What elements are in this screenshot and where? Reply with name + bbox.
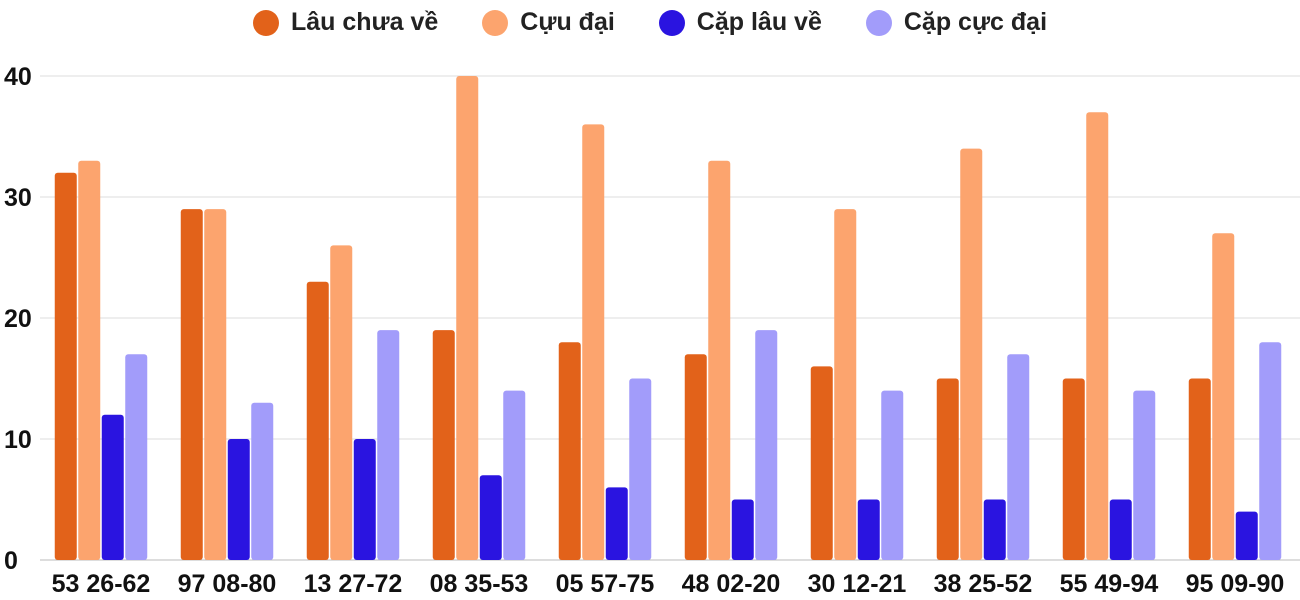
bar-3-7: [1007, 354, 1030, 560]
bar-3-3: [503, 390, 526, 560]
bar-0-1: [180, 209, 203, 560]
x-tick-label-3: 08 35-53: [430, 570, 529, 598]
x-tick-label-8: 55 49-94: [1060, 570, 1159, 598]
bar-0-6: [810, 366, 833, 560]
legend-swatch-2: [658, 9, 685, 36]
bar-0-0: [54, 172, 77, 561]
bar-2-1: [227, 439, 250, 560]
bar-3-6: [881, 390, 904, 560]
legend-item-3: Cặp cực đại: [865, 8, 1048, 37]
bar-3-1: [251, 402, 274, 560]
bar-1-6: [834, 209, 857, 560]
legend-item-0: Lâu chưa về: [252, 8, 439, 37]
bar-1-4: [582, 124, 605, 561]
bar-1-9: [1212, 233, 1235, 561]
y-tick-label-3: 30: [4, 184, 32, 212]
bar-1-3: [456, 76, 479, 560]
legend-label-3: Cặp cực đại: [903, 8, 1048, 36]
x-tick-label-5: 48 02-20: [682, 570, 781, 598]
legend-swatch-1: [482, 9, 509, 36]
bar-0-8: [1062, 378, 1085, 560]
bar-0-2: [306, 281, 329, 560]
bar-2-3: [479, 475, 502, 560]
bar-3-0: [125, 354, 148, 560]
x-tick-label-4: 05 57-75: [556, 570, 655, 598]
legend-label-2: Cặp lâu về: [696, 8, 822, 36]
bar-0-7: [936, 378, 959, 560]
bar-2-0: [101, 414, 124, 560]
bar-1-2: [330, 245, 353, 560]
legend-item-1: Cựu đại: [482, 8, 615, 37]
x-tick-label-0: 53 26-62: [52, 570, 151, 598]
bar-2-5: [731, 499, 754, 560]
x-tick-label-7: 38 25-52: [934, 570, 1033, 598]
bar-0-4: [558, 342, 581, 560]
legend-item-2: Cặp lâu về: [658, 8, 822, 37]
x-tick-label-9: 95 09-90: [1186, 570, 1285, 598]
x-tick-label-6: 30 12-21: [808, 570, 907, 598]
bar-2-6: [857, 499, 880, 560]
legend-label-0: Lâu chưa về: [290, 8, 439, 36]
bar-2-9: [1235, 511, 1258, 560]
y-tick-label-4: 40: [4, 63, 32, 91]
bar-2-4: [605, 487, 628, 560]
bar-0-5: [684, 354, 707, 560]
bar-3-4: [629, 378, 652, 560]
bar-0-9: [1188, 378, 1211, 560]
legend-swatch-3: [865, 9, 892, 36]
bar-0-3: [432, 330, 455, 560]
y-tick-label-0: 0: [4, 547, 18, 575]
bar-1-7: [960, 148, 983, 560]
bar-3-2: [377, 330, 400, 560]
legend-swatch-0: [252, 9, 279, 36]
bar-3-5: [755, 330, 778, 560]
bar-3-9: [1259, 342, 1282, 560]
legend-label-1: Cựu đại: [520, 8, 615, 36]
bar-2-8: [1109, 499, 1132, 560]
bar-1-0: [78, 160, 101, 560]
x-tick-label-2: 13 27-72: [304, 570, 403, 598]
bar-1-5: [708, 160, 731, 560]
y-tick-label-1: 10: [4, 426, 32, 454]
y-tick-label-2: 20: [4, 305, 32, 333]
bar-2-7: [983, 499, 1006, 560]
x-tick-label-1: 97 08-80: [178, 570, 277, 598]
chart-legend: Lâu chưa về Cựu đại Cặp lâu về Cặp cực đ…: [0, 8, 1300, 37]
bar-2-2: [353, 439, 376, 560]
bar-1-8: [1086, 112, 1109, 561]
bar-3-8: [1133, 390, 1156, 560]
bar-1-1: [204, 209, 227, 560]
